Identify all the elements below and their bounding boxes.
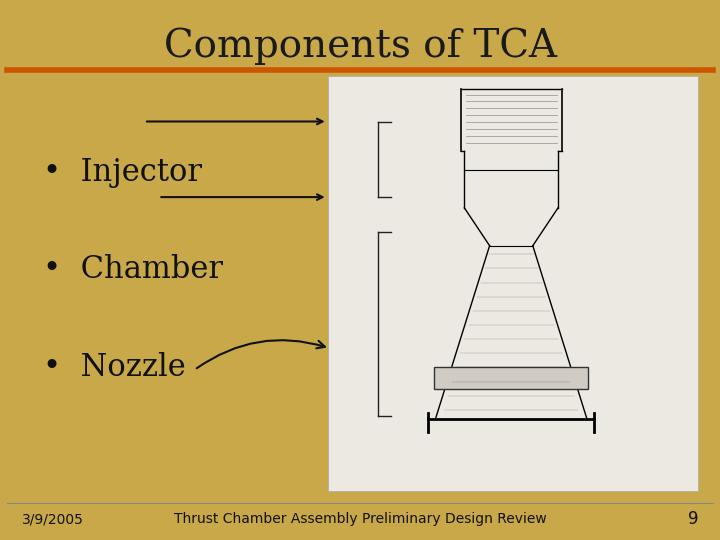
FancyArrowPatch shape: [197, 340, 325, 368]
Text: •  Injector: • Injector: [43, 157, 202, 188]
Bar: [434, 367, 588, 389]
Text: 3/9/2005: 3/9/2005: [22, 512, 84, 526]
Bar: [328, 76, 698, 491]
Text: •  Chamber: • Chamber: [43, 254, 223, 286]
Text: Components of TCA: Components of TCA: [163, 27, 557, 65]
Text: Thrust Chamber Assembly Preliminary Design Review: Thrust Chamber Assembly Preliminary Desi…: [174, 512, 546, 526]
Text: 9: 9: [688, 510, 698, 529]
Text: •  Nozzle: • Nozzle: [43, 352, 186, 383]
